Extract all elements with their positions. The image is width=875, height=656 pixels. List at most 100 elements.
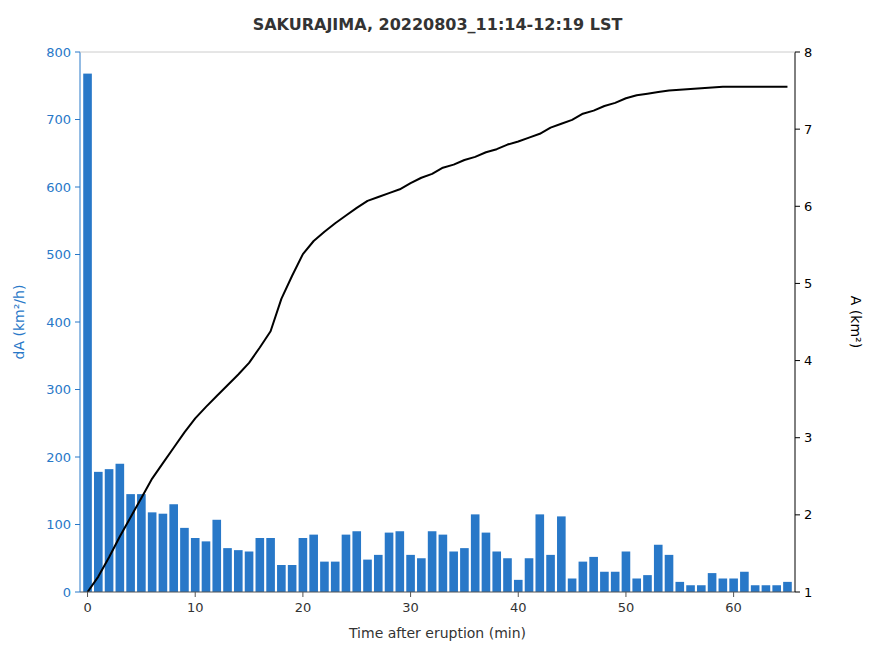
bar	[288, 565, 297, 592]
bar	[396, 531, 405, 592]
bar	[579, 562, 588, 592]
bar	[697, 585, 706, 592]
y-tick	[75, 389, 80, 390]
y-tick	[75, 592, 80, 593]
x-tick-label: 20	[295, 600, 312, 615]
y-axis-label: dA (km²/h)	[11, 285, 27, 360]
bar	[772, 585, 781, 592]
bar	[148, 512, 157, 592]
bar	[245, 552, 254, 593]
bar	[417, 558, 426, 592]
bar	[159, 514, 168, 592]
bar	[460, 548, 469, 592]
bar	[632, 579, 641, 593]
y-tick-label: 200	[46, 450, 71, 465]
bar	[374, 555, 383, 592]
y-tick-label: 500	[46, 247, 71, 262]
bar	[363, 560, 372, 592]
y-tick-label: 300	[46, 382, 71, 397]
bar	[191, 538, 200, 592]
bar	[719, 579, 728, 593]
y-tick-label: 400	[46, 315, 71, 330]
bar	[568, 579, 577, 593]
y2-tick-label: 7	[804, 122, 812, 137]
y-tick	[75, 119, 80, 120]
bar	[352, 531, 361, 592]
x-tick	[625, 592, 626, 597]
x-tick	[302, 592, 303, 597]
bar	[439, 535, 448, 592]
y-tick	[75, 457, 80, 458]
bar	[762, 585, 771, 592]
y2-tick-label: 5	[804, 276, 812, 291]
bar	[180, 528, 189, 592]
y-tick	[75, 52, 80, 53]
bar	[223, 548, 232, 592]
bar	[449, 552, 458, 593]
bar	[320, 562, 329, 592]
y2-axis-label: A (km²)	[848, 296, 864, 348]
bar	[654, 545, 663, 592]
bar	[385, 533, 394, 592]
bar	[622, 552, 631, 593]
y2-tick	[795, 129, 800, 130]
x-tick-label: 40	[510, 600, 527, 615]
bar	[406, 555, 415, 592]
y-tick-label: 0	[63, 585, 71, 600]
bar	[729, 579, 738, 593]
bar	[546, 555, 555, 592]
bar	[471, 514, 480, 592]
y2-tick	[795, 283, 800, 284]
bar	[686, 585, 695, 592]
bar	[137, 494, 146, 592]
bar	[514, 580, 523, 592]
x-tick	[195, 592, 196, 597]
bar	[740, 572, 749, 592]
chart: 0102030405060010020030040050060070080012…	[0, 0, 875, 656]
y-tick	[75, 322, 80, 323]
y-tick	[75, 524, 80, 525]
bar	[105, 469, 114, 592]
x-tick	[733, 592, 734, 597]
bar	[83, 74, 92, 592]
x-tick-label: 60	[725, 600, 742, 615]
bar	[751, 585, 760, 592]
y-tick-label: 100	[46, 517, 71, 532]
y2-tick-label: 8	[804, 45, 812, 60]
bar	[675, 582, 684, 592]
bar	[202, 541, 211, 592]
y2-tick-label: 6	[804, 199, 812, 214]
bar	[643, 575, 652, 592]
bar	[665, 555, 674, 592]
x-tick-label: 50	[618, 600, 635, 615]
bar	[503, 558, 512, 592]
y2-tick	[795, 360, 800, 361]
plot-data	[83, 74, 792, 592]
bar	[342, 535, 351, 592]
bar	[557, 516, 566, 592]
y2-tick	[795, 514, 800, 515]
bar	[212, 520, 221, 592]
x-tick	[87, 592, 88, 597]
x-tick	[410, 592, 411, 597]
y-tick	[75, 187, 80, 188]
bar	[234, 550, 243, 592]
bar	[116, 464, 125, 592]
bar	[783, 582, 792, 592]
bar	[277, 565, 286, 592]
line	[88, 87, 788, 592]
bar	[256, 538, 265, 592]
y2-tick	[795, 206, 800, 207]
y-tick-label: 600	[46, 180, 71, 195]
plot-top-line	[80, 52, 795, 53]
y2-tick-label: 4	[804, 353, 812, 368]
x-tick	[518, 592, 519, 597]
bar	[525, 558, 534, 592]
y2-tick	[795, 592, 800, 593]
bar	[708, 573, 717, 592]
title: SAKURAJIMA, 20220803_11:14-12:19 LST	[253, 15, 623, 34]
y2-tick	[795, 52, 800, 53]
bar	[600, 572, 609, 592]
y2-tick-label: 2	[804, 507, 812, 522]
bar	[126, 494, 135, 592]
